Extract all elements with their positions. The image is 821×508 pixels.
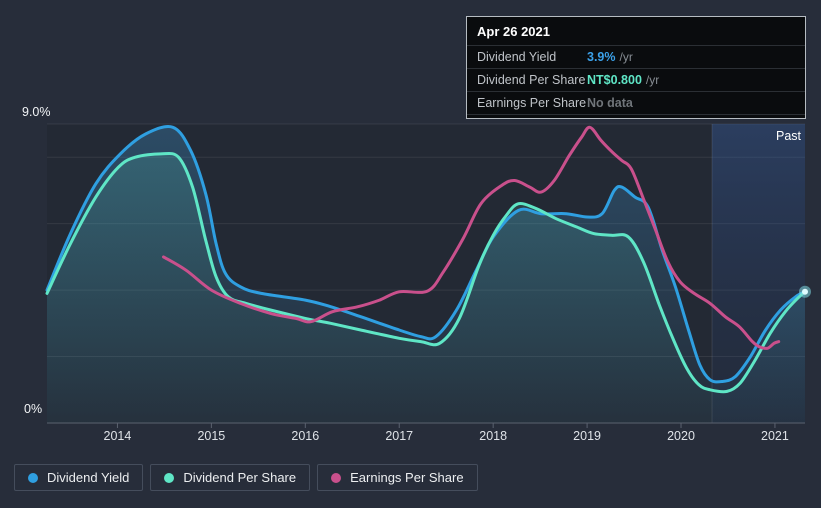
tooltip-row-label: Earnings Per Share (477, 96, 587, 110)
dividend-yield-dot-icon (28, 472, 38, 483)
legend-item-dividend-yield[interactable]: Dividend Yield (14, 464, 144, 491)
legend-item-dividend-per-share[interactable]: Dividend Per Share (150, 464, 311, 491)
x-axis-label-2018: 2018 (479, 429, 508, 443)
line-dividend-per-share (45, 151, 807, 394)
area-fill-dividend-per-share (47, 153, 805, 423)
y-axis-label-min: 0% (24, 402, 43, 416)
x-axis-label-2019: 2019 (573, 429, 601, 443)
legend-item-label: Dividend Yield (47, 470, 130, 485)
tooltip-row-value: 3.9% (587, 50, 616, 64)
tooltip-row-unit: /yr (619, 50, 633, 64)
y-axis-label-max: 9.0% (22, 105, 51, 119)
tooltip-row-value: NT$0.800 (587, 73, 642, 87)
x-axis-label-2015: 2015 (197, 429, 226, 443)
x-axis-label-2014: 2014 (103, 429, 132, 443)
past-region-band (712, 124, 805, 423)
legend-item-label: Dividend Per Share (183, 470, 297, 485)
earnings-per-share-dot-icon (331, 472, 342, 483)
tooltip-row-label: Dividend Per Share (477, 73, 586, 87)
tooltip-row-label: Dividend Yield (477, 50, 557, 64)
tooltip-row-dividend-yield: Dividend Yield 3.9%/yr (467, 45, 805, 68)
past-region-label: Past (775, 129, 801, 143)
x-axis-label-2021: 2021 (761, 429, 789, 443)
tooltip-footer-divider (467, 114, 805, 118)
legend: Dividend Yield Dividend Per Share Earnin… (14, 464, 478, 491)
tooltip-row-dividend-per-share: Dividend Per Share NT$0.800/yr (467, 68, 805, 91)
x-axis-label-2017: 2017 (385, 429, 414, 443)
x-axis-label-2020: 2020 (667, 429, 695, 443)
legend-item-earnings-per-share[interactable]: Earnings Per Share (317, 464, 478, 491)
tooltip-date: Apr 26 2021 (477, 24, 550, 39)
tooltip-row-value: No data (587, 96, 633, 110)
legend-item-label: Earnings Per Share (350, 470, 464, 485)
x-axis-label-2016: 2016 (291, 429, 320, 443)
line-earnings-per-share (162, 125, 781, 350)
dividend-per-share-dot-icon (164, 472, 175, 483)
line-dividend-yield (45, 125, 807, 384)
tooltip-row-unit: /yr (645, 73, 660, 87)
tooltip: Apr 26 2021 Dividend Yield 3.9%/yr Divid… (466, 16, 806, 119)
end-marker-dot[interactable] (802, 288, 808, 295)
tooltip-row-earnings-per-share: Earnings Per Share No data (467, 91, 805, 114)
